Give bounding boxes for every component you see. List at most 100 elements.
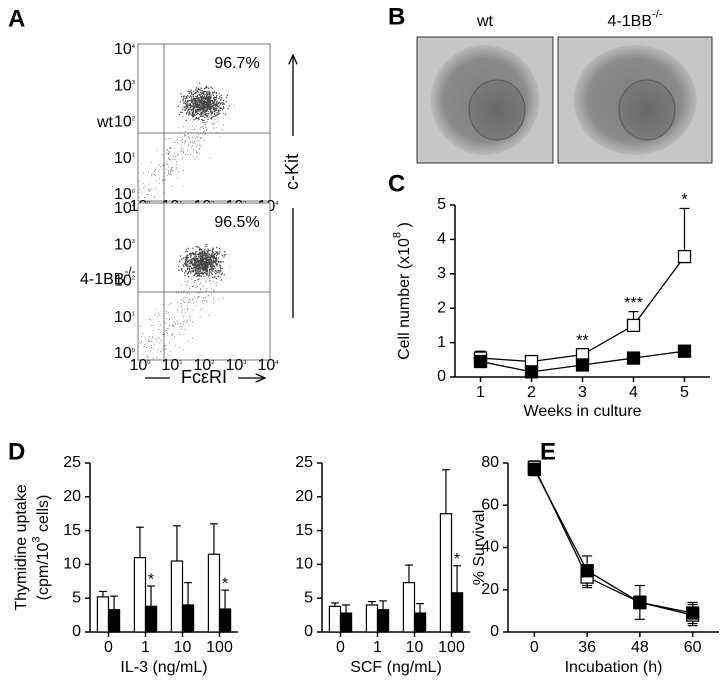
dot	[192, 264, 194, 267]
dot	[169, 146, 171, 148]
dot	[177, 177, 179, 179]
x-tick-label: 1	[476, 384, 485, 401]
dot	[213, 97, 215, 99]
dot	[212, 270, 214, 272]
dot	[180, 145, 182, 147]
dot	[180, 111, 182, 114]
y-tick-label: 100	[114, 345, 136, 362]
y-axis-label-sup: 8	[391, 232, 403, 238]
dot	[159, 342, 161, 344]
dot	[217, 102, 219, 104]
dot	[209, 95, 211, 97]
dot	[205, 262, 207, 264]
dot	[207, 249, 209, 251]
dot	[183, 97, 185, 100]
dot	[191, 113, 194, 115]
dot	[219, 270, 221, 272]
dot	[145, 346, 147, 348]
axis-label: c-Kit	[282, 154, 302, 190]
dot	[197, 292, 199, 294]
dot	[204, 109, 206, 112]
dot	[193, 107, 195, 110]
dot	[183, 101, 185, 103]
dot	[218, 251, 221, 253]
x-axis-label: Incubation (h)	[565, 659, 663, 676]
dot	[214, 252, 216, 255]
dot	[213, 103, 216, 106]
dot	[205, 103, 208, 105]
dot	[177, 323, 179, 325]
dot	[181, 150, 182, 152]
dot	[191, 258, 193, 260]
dot	[167, 332, 169, 334]
dot	[198, 268, 200, 270]
dot	[210, 103, 213, 106]
dot	[204, 114, 207, 116]
dot	[164, 348, 166, 350]
y-tick-label: 104	[114, 200, 136, 217]
dot	[143, 187, 145, 189]
flow-plot-frame	[137, 43, 271, 202]
dot	[196, 155, 198, 157]
y-tick-label: 100	[114, 186, 136, 203]
dot	[205, 269, 207, 271]
dot	[158, 321, 160, 323]
dot	[192, 109, 195, 112]
dot	[193, 296, 195, 298]
dot	[189, 270, 191, 272]
dot	[187, 100, 190, 102]
dot	[204, 258, 206, 261]
dot	[209, 118, 211, 120]
x-tick-label: 100	[129, 357, 151, 374]
annotation: ***	[624, 295, 643, 312]
dot	[213, 91, 216, 93]
dot	[172, 142, 174, 143]
annotation: *	[148, 571, 154, 588]
dot	[211, 116, 213, 118]
dot	[139, 325, 141, 327]
dot	[216, 266, 218, 268]
y-tick-label: 10	[63, 556, 81, 573]
dot	[206, 109, 208, 111]
dot	[185, 154, 186, 155]
dot	[181, 270, 184, 272]
dot	[186, 259, 189, 261]
dot	[194, 281, 196, 283]
dot	[199, 82, 201, 85]
dot	[169, 147, 171, 149]
x-axis-label: SCF (ng/mL)	[350, 659, 442, 676]
dot	[185, 107, 187, 110]
x-tick-label: 5	[680, 384, 689, 401]
dot	[207, 265, 209, 267]
dot	[188, 300, 189, 302]
x-tick-label: 0	[104, 639, 113, 656]
image-label-text: 4-1BB	[608, 13, 652, 30]
dot	[212, 289, 214, 291]
dot	[173, 321, 175, 323]
dot	[189, 298, 190, 300]
y-tick-label: 101	[114, 150, 135, 167]
flow-dots	[138, 82, 235, 201]
dot	[183, 107, 185, 109]
dot	[157, 338, 159, 340]
x-tick-label-text: 10	[129, 357, 147, 374]
dot	[152, 357, 154, 359]
dot	[169, 318, 170, 320]
dot	[190, 89, 192, 91]
dot	[216, 113, 219, 115]
y-tick-label-text: 10	[114, 77, 132, 94]
dot	[215, 277, 217, 280]
dot	[202, 300, 204, 302]
dot	[174, 156, 176, 157]
dot	[204, 256, 206, 258]
y-tick-label-text: 10	[114, 309, 132, 326]
y-tick-label: 5	[304, 589, 313, 606]
dot	[213, 258, 215, 260]
dot	[146, 194, 148, 196]
dot	[143, 172, 145, 174]
dot	[181, 292, 183, 294]
dot	[187, 103, 189, 105]
dot	[202, 104, 204, 106]
dot	[186, 292, 188, 294]
dot	[182, 323, 184, 325]
